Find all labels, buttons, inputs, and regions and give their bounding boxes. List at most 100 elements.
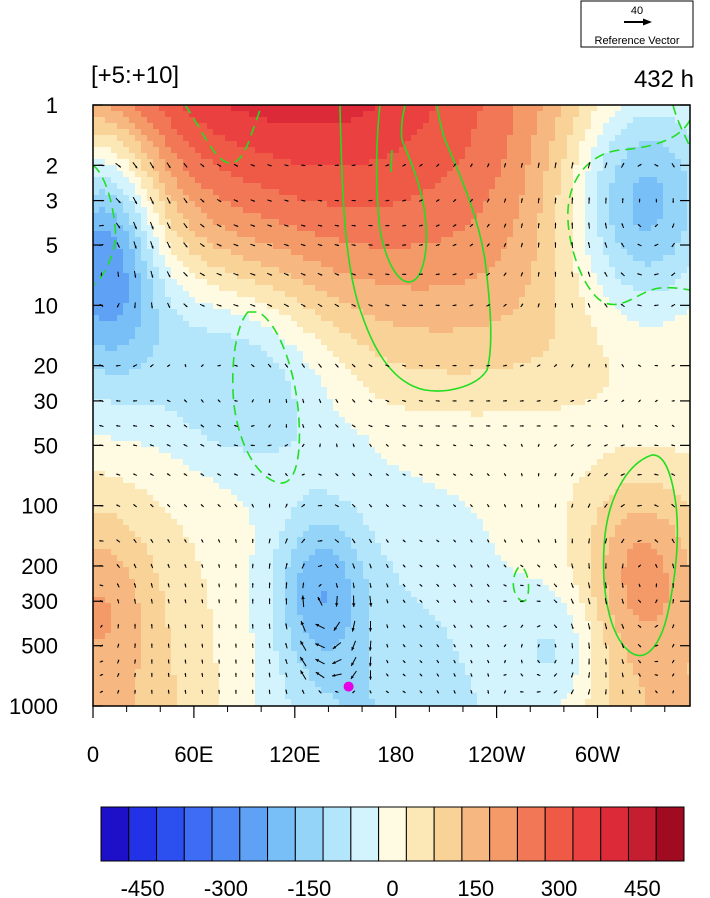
field-cell xyxy=(459,183,466,190)
field-cell xyxy=(459,249,466,256)
field-cell xyxy=(303,249,310,256)
field-cell xyxy=(291,105,298,112)
field-cell xyxy=(633,213,640,220)
field-cell xyxy=(525,129,532,136)
field-cell xyxy=(465,363,472,370)
field-cell xyxy=(99,321,106,328)
field-cell xyxy=(423,213,430,220)
field-cell xyxy=(207,303,214,310)
field-cell xyxy=(555,165,562,172)
field-cell xyxy=(339,381,346,388)
field-cell xyxy=(243,309,250,316)
field-cell xyxy=(237,249,244,256)
field-cell xyxy=(495,141,502,148)
field-cell xyxy=(267,171,274,178)
field-cell xyxy=(291,111,298,118)
field-cell xyxy=(597,111,604,118)
field-cell xyxy=(165,261,172,268)
field-cell xyxy=(453,381,460,388)
field-cell xyxy=(669,273,676,280)
field-cell xyxy=(507,387,514,394)
field-cell xyxy=(441,219,448,226)
field-cell xyxy=(105,237,112,244)
field-cell xyxy=(153,363,160,370)
field-cell xyxy=(267,219,274,226)
field-cell xyxy=(609,201,616,208)
field-cell xyxy=(639,177,646,184)
field-cell xyxy=(525,231,532,238)
field-cell xyxy=(333,183,340,190)
field-cell xyxy=(153,189,160,196)
field-cell xyxy=(501,159,508,166)
field-cell xyxy=(633,375,640,382)
field-cell xyxy=(315,195,322,202)
field-cell xyxy=(573,111,580,118)
field-cell xyxy=(153,369,160,376)
field-cell xyxy=(573,159,580,166)
field-cell xyxy=(321,123,328,130)
field-cell xyxy=(117,339,124,346)
field-cell xyxy=(597,393,604,400)
field-cell xyxy=(459,285,466,292)
field-cell xyxy=(129,261,136,268)
field-cell xyxy=(171,207,178,214)
field-cell xyxy=(327,315,334,322)
field-cell xyxy=(189,231,196,238)
field-cell xyxy=(369,321,376,328)
field-cell xyxy=(207,195,214,202)
field-cell xyxy=(645,357,652,364)
field-cell xyxy=(279,243,286,250)
field-cell xyxy=(255,273,262,280)
field-cell xyxy=(165,165,172,172)
field-cell xyxy=(273,201,280,208)
field-cell xyxy=(399,255,406,262)
field-cell xyxy=(459,351,466,358)
field-cell xyxy=(255,159,262,166)
field-cell xyxy=(285,153,292,160)
field-cell xyxy=(141,285,148,292)
field-cell xyxy=(381,321,388,328)
field-cell xyxy=(345,297,352,304)
field-cell xyxy=(429,183,436,190)
field-cell xyxy=(453,219,460,226)
field-cell xyxy=(525,117,532,124)
field-cell xyxy=(225,357,232,364)
field-cell xyxy=(471,111,478,118)
field-cell xyxy=(477,105,484,112)
field-cell xyxy=(249,225,256,232)
field-cell xyxy=(423,141,430,148)
field-cell xyxy=(477,363,484,370)
field-cell xyxy=(291,129,298,136)
field-cell xyxy=(453,249,460,256)
field-cell xyxy=(279,369,286,376)
field-cell xyxy=(297,183,304,190)
field-cell xyxy=(519,393,526,400)
field-cell xyxy=(555,291,562,298)
field-cell xyxy=(645,165,652,172)
field-cell xyxy=(417,309,424,316)
field-cell xyxy=(495,225,502,232)
field-cell xyxy=(513,183,520,190)
field-cell xyxy=(429,321,436,328)
field-cell xyxy=(333,303,340,310)
field-cell xyxy=(627,171,634,178)
field-cell xyxy=(609,291,616,298)
field-cell xyxy=(561,381,568,388)
field-cell xyxy=(609,339,616,346)
field-cell xyxy=(585,273,592,280)
field-cell xyxy=(675,357,682,364)
field-cell xyxy=(621,111,628,118)
field-cell xyxy=(675,177,682,184)
field-cell xyxy=(657,195,664,202)
field-cell xyxy=(417,237,424,244)
field-cell xyxy=(549,315,556,322)
field-cell xyxy=(219,117,226,124)
field-cell xyxy=(621,117,628,124)
field-cell xyxy=(567,333,574,340)
field-cell xyxy=(375,291,382,298)
field-cell xyxy=(621,279,628,286)
field-cell xyxy=(261,267,268,274)
field-cell xyxy=(99,177,106,184)
field-cell xyxy=(195,171,202,178)
field-cell xyxy=(357,261,364,268)
